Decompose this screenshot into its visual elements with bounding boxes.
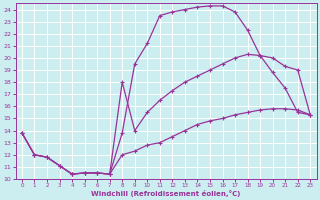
X-axis label: Windchill (Refroidissement éolien,°C): Windchill (Refroidissement éolien,°C) [92,190,241,197]
